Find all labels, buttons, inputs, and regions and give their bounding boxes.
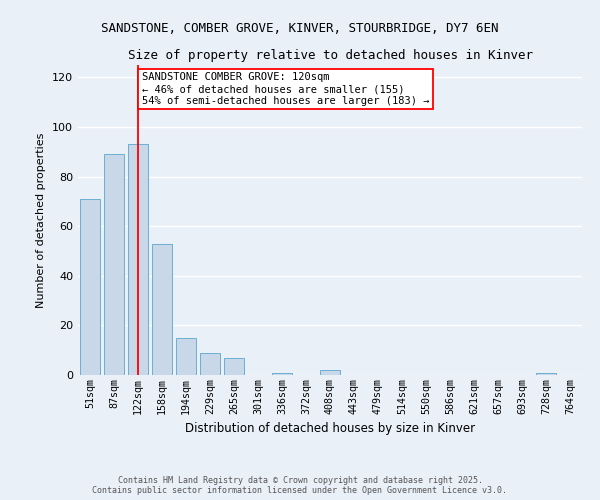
- Bar: [176, 338, 196, 375]
- Bar: [152, 244, 172, 375]
- Bar: [224, 358, 244, 375]
- Bar: [128, 144, 148, 375]
- Title: Size of property relative to detached houses in Kinver: Size of property relative to detached ho…: [128, 50, 533, 62]
- Bar: [80, 199, 100, 375]
- Text: SANDSTONE COMBER GROVE: 120sqm
← 46% of detached houses are smaller (155)
54% of: SANDSTONE COMBER GROVE: 120sqm ← 46% of …: [142, 72, 429, 106]
- Text: Contains HM Land Registry data © Crown copyright and database right 2025.
Contai: Contains HM Land Registry data © Crown c…: [92, 476, 508, 495]
- Y-axis label: Number of detached properties: Number of detached properties: [37, 132, 46, 308]
- Bar: [320, 370, 340, 375]
- Text: SANDSTONE, COMBER GROVE, KINVER, STOURBRIDGE, DY7 6EN: SANDSTONE, COMBER GROVE, KINVER, STOURBR…: [101, 22, 499, 36]
- X-axis label: Distribution of detached houses by size in Kinver: Distribution of detached houses by size …: [185, 422, 475, 435]
- Bar: [200, 352, 220, 375]
- Bar: [536, 372, 556, 375]
- Bar: [104, 154, 124, 375]
- Bar: [272, 372, 292, 375]
